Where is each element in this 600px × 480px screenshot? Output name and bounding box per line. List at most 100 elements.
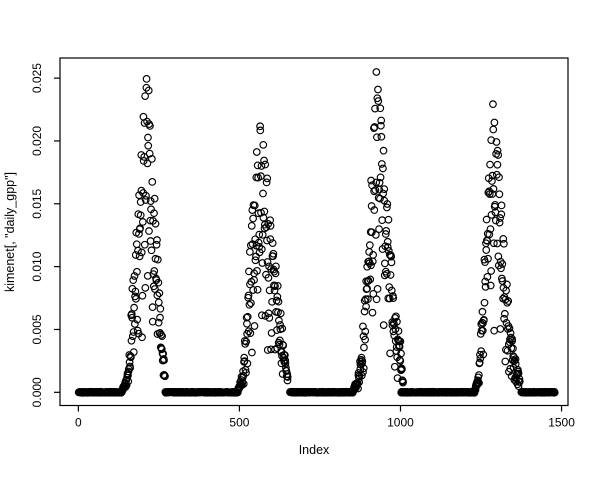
scatter-point bbox=[146, 122, 154, 130]
scatter-point bbox=[379, 321, 388, 329]
scatter-point bbox=[378, 216, 387, 225]
scatter-point bbox=[487, 210, 496, 219]
scatter-point bbox=[396, 357, 405, 365]
scatter-point bbox=[240, 353, 249, 362]
scatter-point bbox=[492, 138, 501, 146]
scatter-point bbox=[127, 336, 136, 345]
scatter-point bbox=[361, 335, 370, 344]
plot-border bbox=[59, 57, 569, 407]
scatter-point bbox=[495, 173, 503, 182]
scatter-point bbox=[369, 289, 378, 298]
scatter-point bbox=[130, 320, 139, 328]
scatter-point bbox=[490, 118, 499, 127]
scatter-point bbox=[510, 353, 518, 361]
scatter-point bbox=[269, 249, 278, 258]
scatter-point bbox=[381, 230, 390, 238]
y-axis: 0.000 0.005 0.010 0.015 0.020 0.025 bbox=[30, 63, 60, 407]
scatter-point bbox=[245, 267, 253, 276]
scatter-point bbox=[157, 345, 166, 354]
scatter-point bbox=[130, 303, 138, 312]
scatter-point bbox=[365, 241, 374, 250]
scatter-point bbox=[492, 170, 501, 179]
scatter-point bbox=[362, 302, 370, 311]
scatter-point bbox=[132, 240, 141, 249]
scatter-point bbox=[493, 146, 502, 155]
scatter-point bbox=[253, 285, 262, 294]
scatter-point bbox=[392, 312, 400, 321]
scatter-point bbox=[138, 218, 147, 226]
scatter-point bbox=[128, 313, 137, 322]
scatter-point bbox=[246, 241, 255, 250]
scatter-point bbox=[252, 148, 261, 156]
scatter-point bbox=[239, 379, 248, 388]
scatter-point bbox=[504, 297, 513, 305]
scatter-point bbox=[479, 315, 488, 324]
scatter-point bbox=[148, 303, 157, 312]
scatter-point bbox=[251, 256, 260, 265]
scatter-point bbox=[260, 156, 268, 165]
scatter-point bbox=[126, 364, 134, 372]
scatter-point bbox=[371, 231, 380, 239]
scatter-point bbox=[375, 225, 383, 233]
scatter-point bbox=[124, 377, 133, 386]
scatter-point bbox=[265, 313, 274, 322]
scatter-point bbox=[266, 221, 275, 230]
scatter-point bbox=[370, 206, 379, 214]
scatter-point bbox=[157, 330, 166, 339]
scatter-point bbox=[273, 282, 282, 290]
scatter-point bbox=[146, 197, 155, 205]
scatter-point bbox=[366, 275, 375, 284]
scatter-point bbox=[129, 276, 138, 285]
scatter-point bbox=[150, 267, 159, 275]
scatter-point bbox=[380, 271, 389, 280]
scatter-point bbox=[256, 126, 265, 135]
scatter-point bbox=[503, 280, 511, 289]
scatter-point bbox=[380, 259, 389, 268]
scatter-point bbox=[141, 92, 150, 100]
scatter-point bbox=[140, 153, 149, 161]
scatter-point bbox=[133, 315, 142, 324]
scatter-point bbox=[383, 243, 392, 252]
scatter-point bbox=[361, 295, 370, 303]
scatter-point bbox=[262, 178, 271, 187]
scatter-points bbox=[74, 68, 559, 397]
scatter-point bbox=[393, 317, 401, 326]
scatter-point bbox=[283, 376, 292, 385]
scatter-point bbox=[514, 369, 523, 378]
y-tick-label: 0.005 bbox=[30, 314, 44, 344]
scatter-point bbox=[490, 326, 499, 335]
y-tick-label: 0.020 bbox=[30, 126, 44, 156]
scatter-point bbox=[272, 262, 280, 271]
scatter-point bbox=[474, 371, 483, 379]
scatter-point bbox=[264, 273, 273, 282]
scatter-point bbox=[383, 237, 392, 246]
scatter-point bbox=[259, 140, 268, 149]
scatter-point bbox=[249, 286, 258, 294]
scatter-point bbox=[372, 178, 381, 187]
scatter-point bbox=[153, 255, 162, 264]
scatter-point bbox=[478, 307, 487, 316]
scatter-point bbox=[515, 375, 524, 383]
scatter-point bbox=[136, 198, 145, 206]
scatter-point bbox=[273, 292, 282, 301]
scatter-point bbox=[353, 379, 362, 388]
scatter-point bbox=[161, 372, 169, 381]
scatter-point bbox=[368, 308, 377, 317]
scatter-point bbox=[386, 349, 394, 358]
scatter-point bbox=[485, 190, 494, 198]
scatter-point bbox=[372, 295, 381, 304]
scatter-point bbox=[375, 178, 384, 187]
scatter-point bbox=[489, 125, 498, 134]
scatter-point bbox=[279, 341, 288, 350]
scatter-point bbox=[377, 116, 386, 125]
scatter-point bbox=[271, 282, 279, 291]
scatter-point bbox=[243, 359, 252, 368]
scatter-point bbox=[387, 258, 396, 267]
scatter-point bbox=[263, 258, 272, 266]
scatter-point bbox=[253, 161, 262, 170]
scatter-point bbox=[281, 356, 290, 365]
scatter-point bbox=[129, 348, 138, 356]
scatter-point bbox=[150, 194, 159, 203]
scatter-point bbox=[148, 178, 157, 186]
y-tick-label: 0.010 bbox=[30, 251, 44, 281]
